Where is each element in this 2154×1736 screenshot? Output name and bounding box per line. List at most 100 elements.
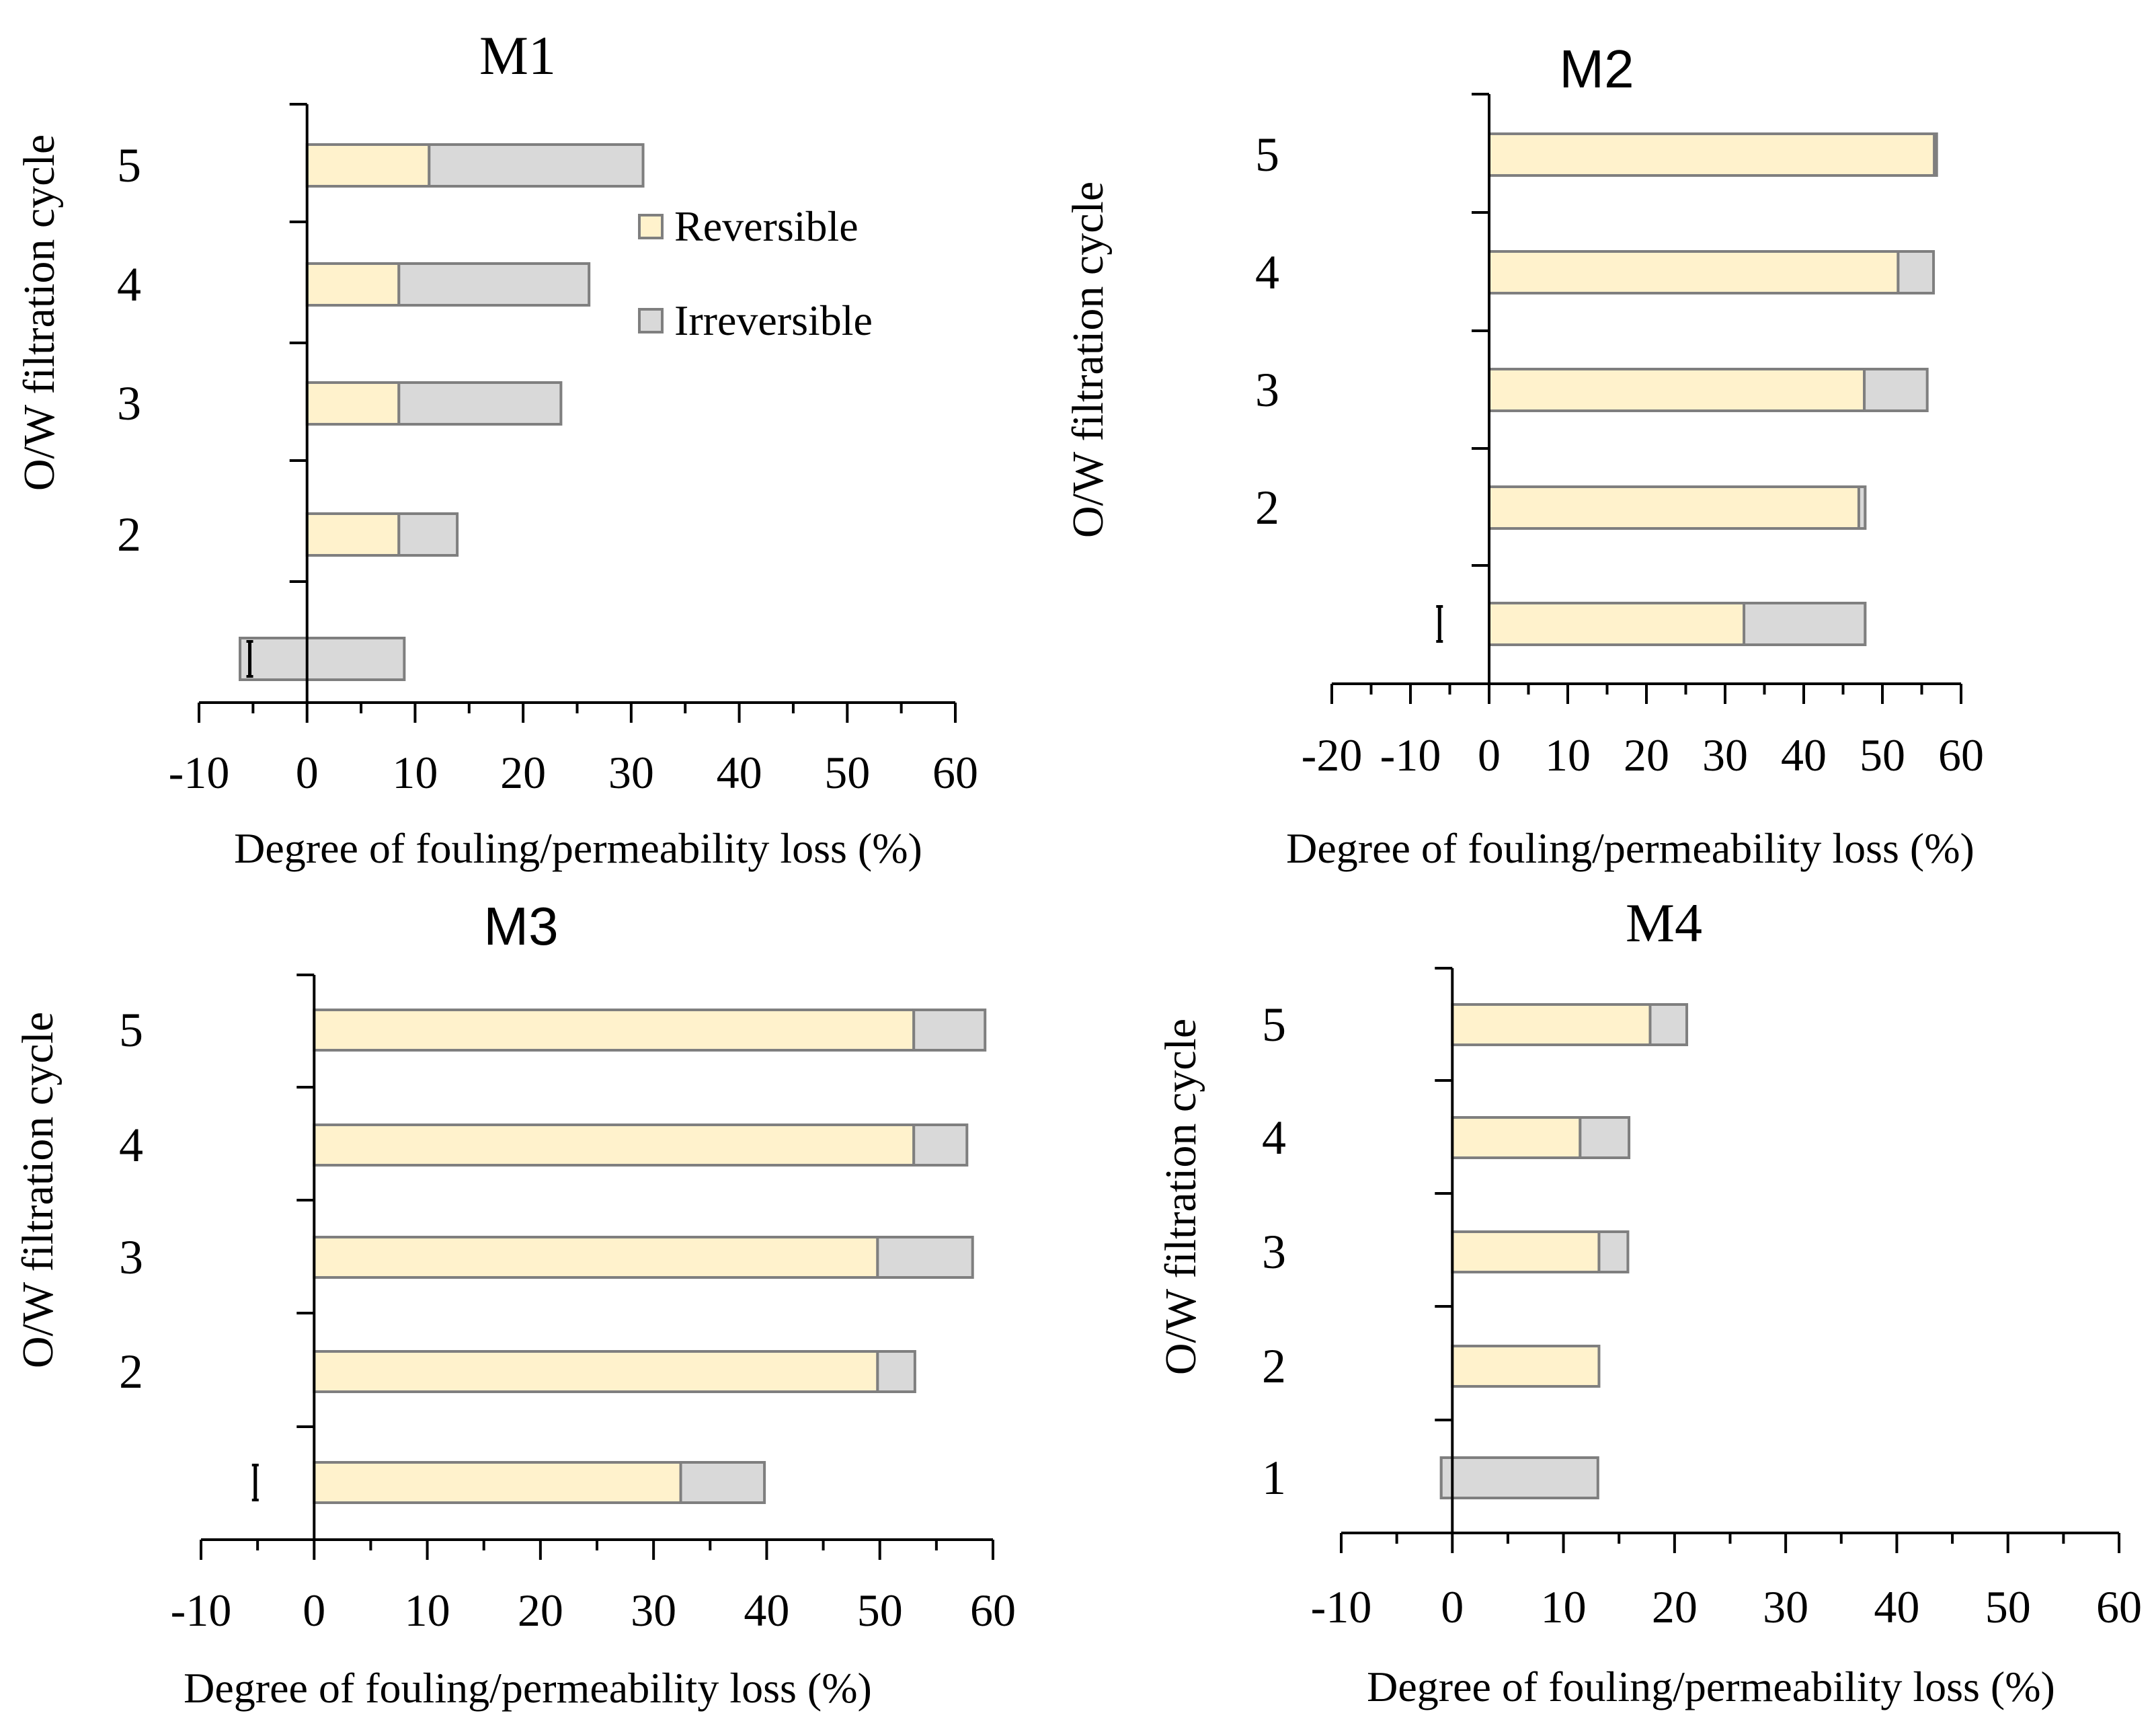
- chart-title: M4: [1626, 892, 1702, 953]
- bar-reversible: [1488, 132, 1936, 177]
- y-tick-label: 1: [1262, 1451, 1286, 1505]
- chart-title: M3: [483, 896, 558, 956]
- x-axis-title: Degree of fouling/permeability loss (%): [184, 1664, 872, 1712]
- chart-title: M2: [1559, 39, 1634, 99]
- y-tick-label: 2: [1262, 1339, 1286, 1393]
- x-tick-label: 10: [1541, 1581, 1587, 1632]
- x-tick-label: -20: [1302, 729, 1363, 781]
- x-tick-label: 40: [1781, 729, 1827, 781]
- bar-irreversible: [876, 1350, 916, 1393]
- y-axis-title: O/W filtration cycle: [1064, 182, 1113, 538]
- x-tick-label: 40: [1874, 1581, 1919, 1632]
- chart-panel-m2: M2 -20 -10 0 10 20 30 40 50 60 Degree of fouling/p…: [1064, 39, 1984, 872]
- bar-irreversible: [1933, 132, 1938, 177]
- x-tick-label: 30: [1702, 729, 1748, 781]
- bar-reversible: [305, 512, 401, 557]
- bar-irreversible: [912, 1123, 969, 1167]
- x-tick-label: 60: [1938, 729, 1984, 781]
- y-tick-label: 4: [1255, 245, 1279, 299]
- x-tick-label: 50: [1860, 729, 1905, 781]
- bar-irreversible: [397, 512, 459, 557]
- x-tick-label: 20: [1624, 729, 1669, 781]
- bar-reversible: [305, 143, 431, 188]
- bar-reversible: [1488, 368, 1866, 412]
- legend-label-irreversible: Irreversible: [674, 297, 873, 344]
- y-tick-label: 5: [119, 1003, 143, 1057]
- y-tick-label: 5: [117, 139, 141, 192]
- bar-reversible: [313, 1009, 916, 1052]
- bar-reversible: [1488, 485, 1867, 530]
- bar-reversible: [313, 1350, 879, 1393]
- legend-label-reversible: Reversible: [674, 202, 859, 250]
- chart-panel-m3: M3 -10 0 10 20 30 40 50 60 Degree of fouling/perm…: [13, 896, 1016, 1712]
- bar-irreversible: [1857, 485, 1867, 530]
- y-tick-label: 3: [117, 377, 141, 430]
- bar-irreversible: [1897, 250, 1936, 294]
- x-tick-label: -10: [169, 747, 230, 798]
- bar-reversible: [305, 262, 401, 307]
- bar-reversible: [1488, 250, 1900, 294]
- x-tick-label: 30: [1763, 1581, 1808, 1632]
- bar-irreversible: [239, 637, 406, 681]
- bar-irreversible: [397, 381, 563, 426]
- x-axis-title: Degree of fouling/permeability loss (%): [1286, 824, 1974, 872]
- x-tick-label: 60: [970, 1585, 1016, 1636]
- y-tick-label: 2: [1255, 481, 1279, 535]
- x-tick-label: 60: [932, 747, 978, 798]
- x-tick-label: 0: [1441, 1581, 1464, 1632]
- y-axis-title: O/W filtration cycle: [15, 134, 64, 491]
- y-axis-title: O/W filtration cycle: [1156, 1019, 1205, 1375]
- x-tick-label: 20: [1652, 1581, 1698, 1632]
- y-tick-label: 5: [1255, 128, 1279, 182]
- x-tick-label: 20: [500, 747, 546, 798]
- chart-panel-m4: M4 -10 0 10 20 30 40 50 60 Degree of fouling/perm…: [1156, 892, 2142, 1710]
- bar-reversible: [1451, 1116, 1582, 1159]
- x-tick-label: 50: [824, 747, 870, 798]
- bar-irreversible: [1863, 368, 1929, 412]
- x-tick-label: 60: [2096, 1581, 2142, 1632]
- x-tick-label: 50: [857, 1585, 903, 1636]
- bar-reversible: [313, 1123, 916, 1167]
- x-tick-label: 10: [405, 1585, 450, 1636]
- x-tick-label: 20: [518, 1585, 563, 1636]
- x-tick-label: 0: [296, 747, 319, 798]
- x-tick-label: 10: [392, 747, 438, 798]
- x-tick-label: 10: [1545, 729, 1591, 781]
- y-tick-label: 5: [1262, 998, 1286, 1052]
- bar-reversible: [1451, 1003, 1652, 1046]
- y-tick-label: 4: [119, 1118, 143, 1172]
- bar-irreversible: [1648, 1003, 1689, 1046]
- x-tick-label: 40: [717, 747, 762, 798]
- y-tick-label: 2: [119, 1345, 143, 1398]
- bar-irreversible: [912, 1009, 987, 1052]
- x-tick-label: -10: [1380, 729, 1441, 781]
- x-tick-label: 40: [744, 1585, 789, 1636]
- y-axis-title: O/W filtration cycle: [13, 1012, 63, 1368]
- chart-title: M1: [479, 25, 556, 86]
- y-tick-label: 4: [117, 258, 141, 311]
- bar-reversible: [1451, 1230, 1601, 1273]
- bar-irreversible: [1579, 1116, 1631, 1159]
- x-tick-label: 30: [608, 747, 654, 798]
- y-tick-label: 3: [119, 1230, 143, 1284]
- x-axis-title: Degree of fouling/permeability loss (%): [1367, 1663, 2055, 1710]
- bar-irreversible: [1743, 602, 1867, 646]
- y-tick-label: 3: [1255, 363, 1279, 417]
- legend-swatch-reversible: [638, 214, 664, 239]
- bar-irreversible: [1597, 1230, 1630, 1273]
- x-axis-title: Degree of fouling/permeability loss (%): [234, 824, 922, 872]
- bar-irreversible: [1439, 1456, 1599, 1499]
- x-tick-label: 0: [1478, 729, 1501, 781]
- x-tick-label: -10: [1311, 1581, 1372, 1632]
- bar-reversible: [1451, 1345, 1601, 1388]
- x-tick-label: 50: [1985, 1581, 2031, 1632]
- bar-irreversible: [397, 262, 591, 307]
- legend: Reversible Irreversible: [638, 202, 873, 344]
- y-tick-label: 4: [1262, 1111, 1286, 1165]
- legend-swatch-irreversible: [638, 308, 664, 333]
- bar-reversible: [313, 1236, 879, 1279]
- bar-irreversible: [876, 1236, 974, 1279]
- bar-irreversible: [679, 1461, 766, 1504]
